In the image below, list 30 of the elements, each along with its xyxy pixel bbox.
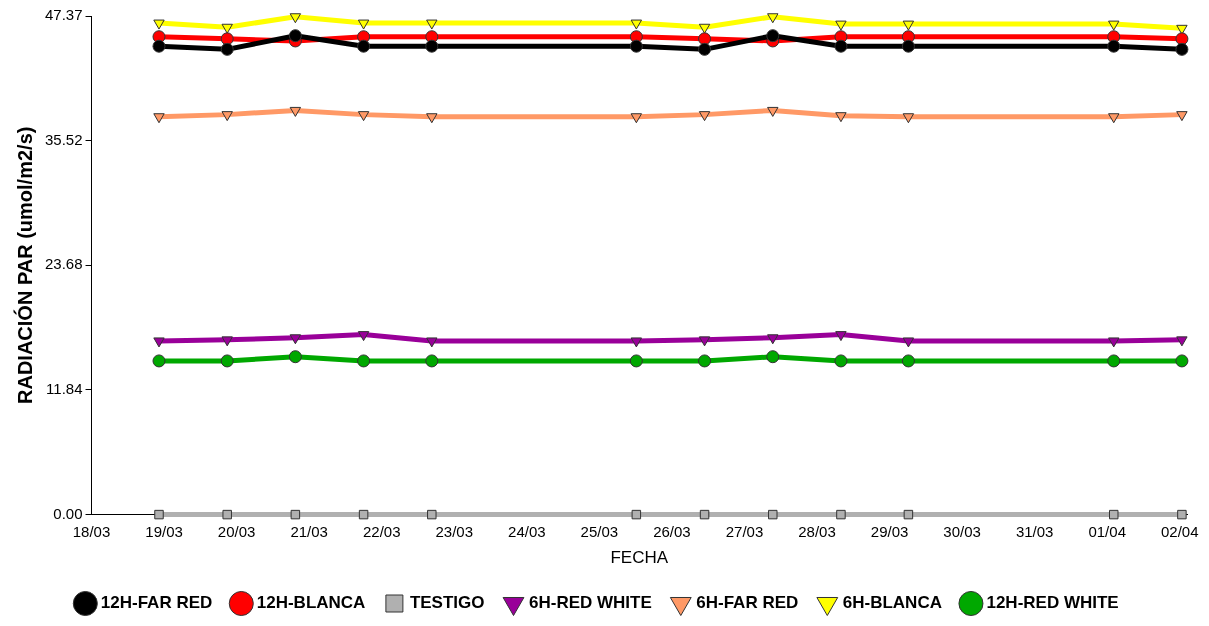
x-tick-label: 22/03 <box>362 522 401 540</box>
y-axis-title: RADIACIÓN PAR (umol/m2/s) <box>12 126 36 405</box>
legend-label: TESTIGO <box>409 593 485 613</box>
x-tick-label: 02/04 <box>1160 522 1199 540</box>
x-tick-label: 24/03 <box>508 522 546 540</box>
y-tick-label: 47.37 <box>44 6 83 24</box>
legend-label: 6H-RED WHITE <box>529 593 652 613</box>
x-tick-label: 28/03 <box>798 522 836 540</box>
legend-label: 12H-FAR RED <box>100 593 213 613</box>
x-tick-label: 01/04 <box>1088 522 1126 540</box>
x-tick-label: 26/03 <box>653 522 691 540</box>
x-tick-label: 25/03 <box>580 522 619 540</box>
legend-label: 12H-RED WHITE <box>986 593 1119 613</box>
legend-label: 6H-BLANCA <box>842 593 942 613</box>
x-tick-label: 30/03 <box>943 522 981 540</box>
x-axis-title: FECHA <box>610 548 669 568</box>
x-tick-label: 18/03 <box>72 522 111 540</box>
x-tick-label: 27/03 <box>725 522 764 540</box>
legend-label: 12H-BLANCA <box>256 593 366 613</box>
x-tick-label: 31/03 <box>1015 522 1054 540</box>
x-tick-label: 29/03 <box>870 522 909 540</box>
x-tick-label: 21/03 <box>290 522 328 540</box>
legend-label: 6H-FAR RED <box>696 593 799 613</box>
x-tick-label: 20/03 <box>217 522 256 540</box>
y-tick-label: 11.84 <box>46 380 83 398</box>
x-tick-label: 23/03 <box>435 522 474 540</box>
x-tick-label: 19/03 <box>145 522 183 540</box>
y-tick-label: 23.68 <box>44 255 83 273</box>
y-tick-label: 35.52 <box>44 130 83 148</box>
y-tick-label: 0.00 <box>53 504 83 522</box>
